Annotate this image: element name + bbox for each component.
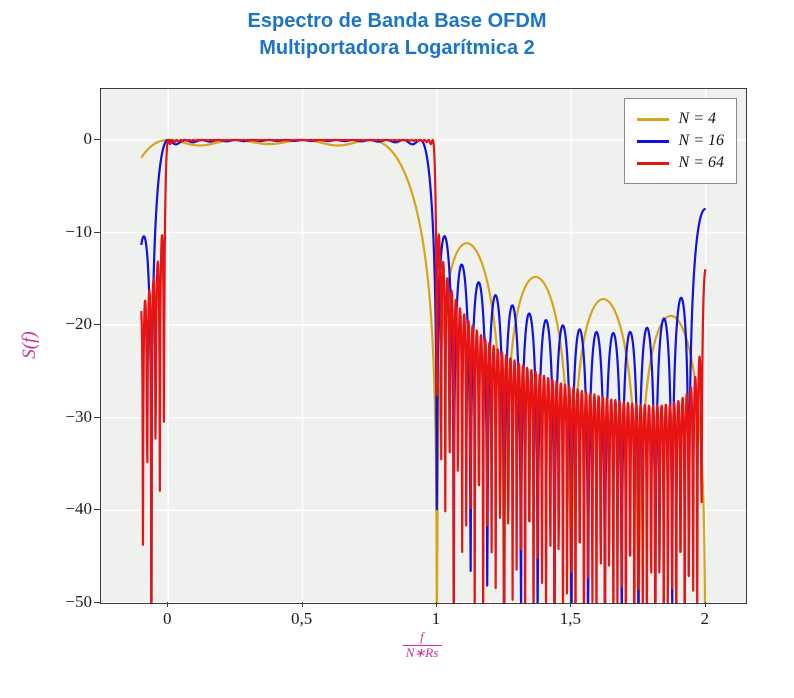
legend-label: N = 64 <box>678 154 724 171</box>
chart-title-line2: Multiportadora Logarítmica 2 <box>259 37 535 59</box>
x-tick-mark <box>167 602 169 607</box>
series-group <box>140 138 707 603</box>
x-tick-label: 0 <box>162 609 172 628</box>
x-tick-mark <box>301 602 303 607</box>
x-tick-label: 1,5 <box>559 609 581 628</box>
legend-line-swatch <box>636 117 669 121</box>
x-axis-label: f N∗Rs <box>402 629 442 661</box>
y-tick-label: −40 <box>65 499 92 519</box>
y-tick-label: −50 <box>65 592 92 611</box>
series-line-N-64 <box>140 138 707 603</box>
y-tick-mark <box>94 324 100 326</box>
y-tick-mark <box>94 416 100 418</box>
x-tick-label: 0,5 <box>290 609 313 628</box>
plot-area: N = 4 N = 16 N = 64 <box>100 88 747 604</box>
y-tick-label: 0 <box>83 128 93 148</box>
chart-title: Espectro de Banda Base OFDM Multiportado… <box>0 8 794 62</box>
y-tick-mark <box>94 138 100 140</box>
legend-label: N = 16 <box>678 132 724 149</box>
chart-canvas <box>101 89 746 603</box>
x-axis-label-denominator: N∗Rs <box>402 644 442 661</box>
y-tick-mark <box>94 509 100 511</box>
y-tick-mark <box>94 602 100 603</box>
legend-line-swatch <box>636 139 669 143</box>
x-tick-mark <box>704 602 706 607</box>
y-tick-label: −10 <box>65 221 92 241</box>
legend-line-swatch <box>636 161 669 165</box>
y-axis-label: S(f) <box>19 331 40 359</box>
legend-item: N = 16 <box>636 132 724 150</box>
y-tick-mark <box>94 231 100 233</box>
x-tick-mark <box>435 602 437 607</box>
legend-item: N = 64 <box>636 154 724 172</box>
x-axis-label-numerator: f <box>420 629 424 644</box>
y-tick-label: −20 <box>65 314 92 334</box>
legend-label: N = 4 <box>678 110 716 127</box>
x-tick-mark <box>570 602 572 607</box>
legend: N = 4 N = 16 N = 64 <box>623 98 737 184</box>
x-tick-label: 2 <box>700 609 709 628</box>
legend-item: N = 4 <box>636 110 724 128</box>
y-tick-label: −30 <box>65 406 92 426</box>
x-tick-label: 1 <box>431 609 441 628</box>
chart-title-line1: Espectro de Banda Base OFDM <box>247 10 547 32</box>
